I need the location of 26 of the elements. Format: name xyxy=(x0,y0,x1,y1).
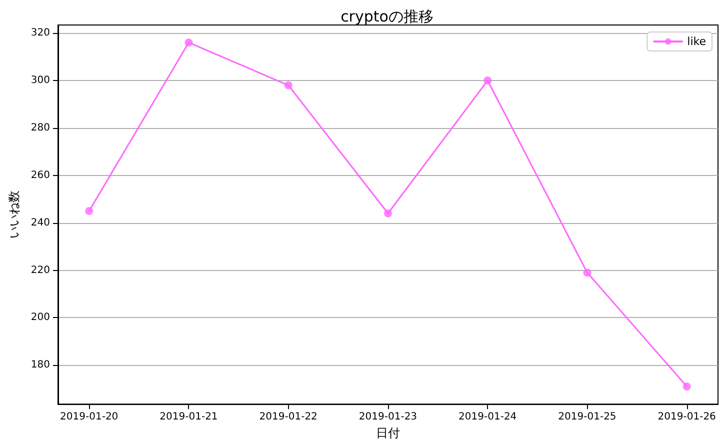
y-tick-label: 200 xyxy=(30,312,50,324)
point xyxy=(284,81,292,90)
y-tick-label: 320 xyxy=(30,28,50,39)
y-tick-label: 280 xyxy=(30,122,50,134)
x-tick-label: 2019-01-26 xyxy=(658,412,716,423)
x-tick-label: 2019-01-21 xyxy=(160,412,218,423)
y-tick-label: 240 xyxy=(30,217,50,228)
y-tick-label: 300 xyxy=(30,75,50,86)
point xyxy=(85,206,94,215)
x-tick-label: 2019-01-24 xyxy=(458,412,517,423)
x-tick-label: 2019-01-25 xyxy=(558,412,616,423)
y-tick-label: 220 xyxy=(30,264,50,276)
point xyxy=(384,209,392,218)
y-tick-label: 260 xyxy=(30,170,50,181)
y-axis-title: いいね数 xyxy=(7,190,21,239)
point xyxy=(583,268,592,277)
x-axis-title: 日付 xyxy=(376,426,400,440)
point xyxy=(184,38,193,47)
x-tick-label: 2019-01-20 xyxy=(60,412,118,423)
chart-title: cryptoの推移 xyxy=(340,8,434,26)
y-tick-label: 180 xyxy=(30,360,50,371)
x-tick-label: 2019-01-22 xyxy=(259,412,318,423)
point xyxy=(484,76,492,85)
point xyxy=(682,382,691,391)
x-tick-label: 2019-01-23 xyxy=(358,412,418,423)
legend-label: like xyxy=(687,35,706,48)
